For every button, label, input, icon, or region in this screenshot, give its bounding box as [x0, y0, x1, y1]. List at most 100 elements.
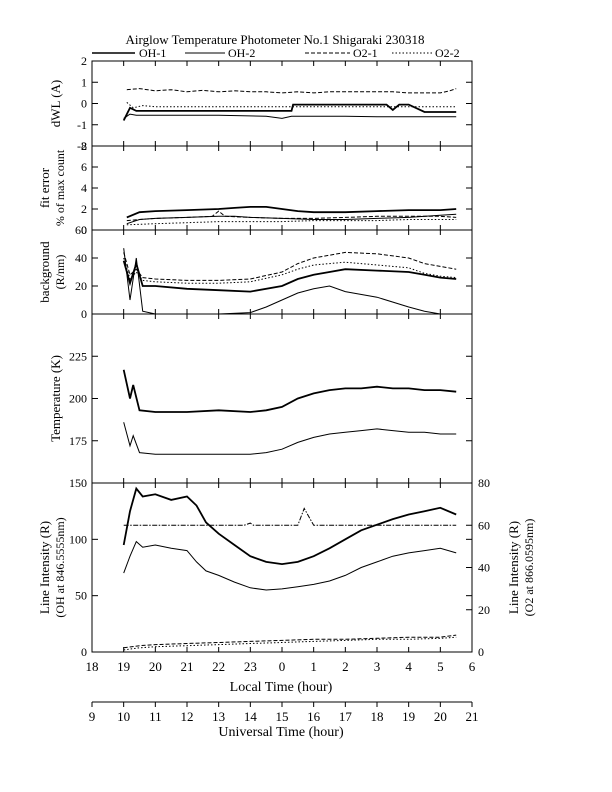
x-axis-label-ut: Universal Time (hour) [218, 725, 344, 740]
y-tick-label: 60 [75, 223, 87, 237]
y-tick-label: 40 [75, 251, 87, 265]
y-right-tick-label: 80 [478, 476, 490, 490]
x-tick-label-ut: 9 [89, 709, 96, 724]
y-right-tick-label: 60 [478, 518, 490, 532]
x-axis-label-local: Local Time (hour) [230, 680, 333, 695]
y-tick-label: -1 [77, 118, 87, 132]
x-tick-label-local: 18 [86, 659, 99, 674]
y-tick-label: 0 [81, 97, 87, 111]
y-tick-label: 175 [69, 434, 87, 448]
y-axis-label-2: (R/nm) [53, 255, 67, 290]
series-line-int-oh-2 [123, 540, 457, 591]
ut-axis: 9 10 11 12 13 14 15 16 17 18 19 20 21 [89, 701, 479, 724]
y-right-tick-label: 0 [478, 645, 484, 659]
y-tick-label: 0 [81, 645, 87, 659]
series-line-bg-o2-1 [123, 251, 457, 281]
y-tick-label: -2 [77, 139, 87, 153]
series-line-temp-oh-1 [122, 369, 457, 413]
series-line-bg-oh-2 [123, 248, 457, 314]
series-line-int-o2-1 [123, 634, 457, 649]
x-tick-label-local: 2 [342, 659, 349, 674]
series-line-fit-o2-2 [126, 219, 457, 226]
series-line-bg-oh-1 [122, 260, 457, 293]
x-tick-label-ut: 13 [212, 709, 225, 724]
y-axis-label: Line Intensity (R) [37, 521, 52, 614]
x-tick-label-local: 20 [149, 659, 162, 674]
x-tick-label-ut: 17 [339, 709, 353, 724]
x-tick-label-ut: 20 [434, 709, 447, 724]
x-tick-label-local: 19 [117, 659, 130, 674]
y-right-tick-label: 40 [478, 561, 490, 575]
y-right-axis-label-2: (O2 at 866.0595nm) [522, 519, 536, 617]
legend: OH-1 OH-2 O2-1 O2-2 [92, 46, 460, 60]
series-line-temp-oh-2 [123, 422, 457, 455]
y-axis-label: fit error [37, 167, 52, 208]
x-tick-label-ut: 10 [117, 709, 130, 724]
panel-fit: 8 6 4 2 0 fit error% of max count [37, 139, 473, 237]
x-tick-label-local: 3 [374, 659, 381, 674]
series-line-fit-o2-1 [126, 210, 457, 222]
x-tick-label-ut: 11 [149, 709, 162, 724]
x-tick-label-local: 1 [310, 659, 317, 674]
legend-label-oh-1: OH-1 [139, 46, 166, 60]
y-tick-label: 225 [69, 349, 87, 363]
series-line-dwl-o2-1 [126, 88, 457, 94]
legend-label-o2-1: O2-1 [353, 46, 378, 60]
panel-bg: 60 40 20 0 background (R/nm) [37, 223, 473, 321]
series-line-dwl-oh-1 [122, 103, 457, 121]
chart-title: Airglow Temperature Photometer No.1 Shig… [126, 32, 425, 47]
y-axis-label-2: (OH at 846.5555nm) [53, 517, 67, 617]
series-line-fit-oh-1 [126, 206, 457, 219]
y-right-tick-label: 20 [478, 603, 490, 617]
x-tick-label-ut: 21 [466, 709, 479, 724]
y-axis-label: dWL (A) [48, 80, 63, 128]
x-tick-label-local: 21 [181, 659, 194, 674]
y-tick-label: 0 [81, 307, 87, 321]
legend-label-o2-2: O2-2 [435, 46, 460, 60]
x-tick-label-ut: 19 [402, 709, 415, 724]
x-tick-label-ut: 18 [371, 709, 384, 724]
y-tick-label: 2 [81, 54, 87, 68]
y-axis-label: background [37, 241, 52, 303]
y-axis-label: Temperature (K) [48, 355, 63, 442]
x-tick-label-local: 22 [212, 659, 225, 674]
x-tick-label-ut: 15 [276, 709, 289, 724]
x-tick-label-ut: 16 [307, 709, 321, 724]
series-line-int-o2-2 [123, 636, 457, 651]
panel-dwl: 2 1 0 -1 -2 dWL (A) [48, 54, 473, 153]
y-tick-label: 200 [69, 392, 87, 406]
series-line-int-oh-1 [122, 486, 457, 566]
x-tick-labels-local: 18 19 20 21 22 23 0 1 2 3 4 5 6 [86, 659, 476, 674]
panel-frame-dwl [91, 60, 473, 147]
y-tick-label: 8 [81, 139, 87, 153]
y-axis-label-2: % of max count [53, 149, 67, 226]
series-line-dwl-oh-2 [123, 113, 457, 119]
series-line-bg-o2-2 [123, 257, 457, 284]
x-tick-label-local: 4 [405, 659, 412, 674]
legend-label-oh-2: OH-2 [228, 46, 255, 60]
x-tick-label-ut: 12 [181, 709, 194, 724]
panel-frame-int [91, 482, 473, 653]
y-tick-label: 100 [69, 532, 87, 546]
y-tick-label: 4 [81, 181, 87, 195]
x-tick-label-local: 0 [279, 659, 286, 674]
x-tick-label-local: 23 [244, 659, 257, 674]
y-tick-label: 2 [81, 202, 87, 216]
y-tick-label: 6 [81, 160, 87, 174]
x-tick-label-local: 6 [469, 659, 476, 674]
series-line-fit-oh-2 [126, 213, 457, 225]
y-tick-label: 0 [81, 223, 87, 237]
panel-temp: 225 200 175 Temperature (K) [48, 313, 473, 484]
y-tick-label: 50 [75, 589, 87, 603]
series-line-int-o2-1-ref [123, 507, 457, 526]
x-tick-label-local: 5 [437, 659, 444, 674]
x-tick-label-ut: 14 [244, 709, 258, 724]
panel-frame-temp [91, 313, 473, 484]
y-tick-label: 1 [81, 75, 87, 89]
y-tick-label: 150 [69, 476, 87, 490]
y-tick-label: 20 [75, 279, 87, 293]
y-right-axis-label: Line Intensity (R) [506, 521, 521, 614]
